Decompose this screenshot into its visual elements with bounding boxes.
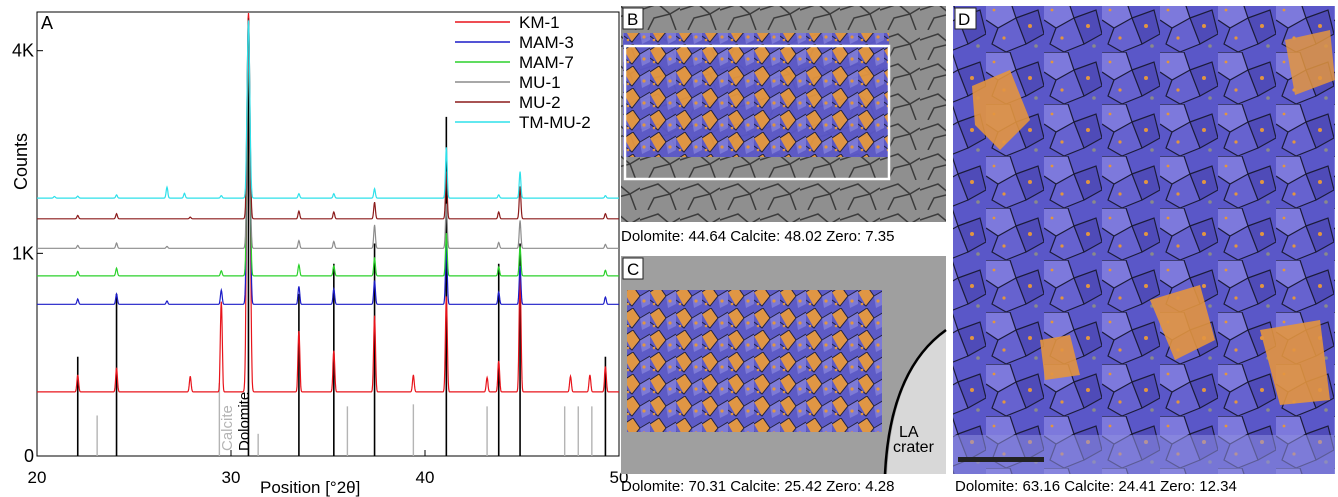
- phase-map-d: [953, 6, 1335, 474]
- x-tick-label-40: 40: [416, 468, 435, 487]
- panel-label-box-b: [622, 7, 644, 30]
- legend-label-tm-mu-2: TM-MU-2: [519, 113, 591, 132]
- legend-label-mu-1: MU-1: [519, 73, 561, 92]
- caption-c: Dolomite: 70.31 Calcite: 25.42 Zero: 4.2…: [621, 478, 895, 495]
- y-axis-ticks: 0 1K 4K: [12, 41, 43, 466]
- legend-label-mam-7: MAM-7: [519, 53, 574, 72]
- series-lines: [37, 12, 619, 393]
- calcite-grain-d-5: [1285, 30, 1335, 95]
- calcite-grain-d-2: [1150, 285, 1215, 360]
- panel-label-box-c: [622, 257, 644, 280]
- panel-label-a: A: [41, 13, 53, 33]
- caption-d: Dolomite: 63.16 Calcite: 24.41 Zero: 12.…: [955, 478, 1237, 495]
- calcite-reference-lines: [96, 382, 593, 456]
- legend-label-mu-2: MU-2: [519, 93, 561, 112]
- x-axis-label: Position [°2θ]: [260, 478, 360, 497]
- dolomite-ref-label: Dolomite: [236, 392, 253, 451]
- y-tick-label-1K: 1K: [12, 243, 34, 263]
- y-tick-label-0: 0: [24, 446, 34, 466]
- phase-map-c: [627, 290, 882, 432]
- panel-c: C LA crater Dolomite: 70.31 Calcite: 25.…: [621, 256, 947, 495]
- calcite-grain-d-4: [1040, 335, 1080, 380]
- ablation-area-outline-b: [623, 44, 891, 181]
- la-crater-label-2: crater: [893, 439, 935, 456]
- series-line-km-1: [37, 12, 619, 393]
- legend-label-mam-3: MAM-3: [519, 33, 574, 52]
- panel-d-bottom-band: [953, 435, 1335, 474]
- series-line-mu-2: [37, 18, 619, 220]
- panel-d: D Dolomite: 63.16 Calcite: 24.41 Zero: 1…: [953, 6, 1335, 495]
- x-tick-label-30: 30: [222, 468, 241, 487]
- la-crater-edge: [883, 328, 947, 475]
- calcite-grain-d-1: [972, 70, 1030, 150]
- panel-label-box-d: [954, 7, 977, 30]
- la-crater-interior: [887, 332, 946, 474]
- series-line-mu-1: [37, 48, 619, 249]
- y-tick-label-4K: 4K: [12, 41, 34, 61]
- phase-map-b: [623, 33, 889, 157]
- series-line-mam-3: [37, 23, 619, 305]
- legend-label-km-1: KM-1: [519, 13, 560, 32]
- la-crater-label-1: LA: [899, 424, 919, 441]
- scale-bar: [958, 457, 1044, 462]
- panel-b: B Dolomite: 44.64 Calcite: 48.02 Zero: 7…: [621, 6, 946, 245]
- x-tick-label-20: 20: [28, 468, 47, 487]
- panel-label-d: D: [958, 10, 970, 29]
- panel-label-b: B: [627, 10, 638, 29]
- y-axis-label: Counts: [11, 133, 31, 190]
- calcite-grain-d-3: [1260, 320, 1330, 405]
- panel-label-c: C: [627, 260, 639, 279]
- series-line-mam-7: [37, 36, 619, 277]
- series-line-tm-mu-2: [37, 20, 619, 199]
- caption-b: Dolomite: 44.64 Calcite: 48.02 Zero: 7.3…: [621, 228, 895, 245]
- calcite-ref-label: Calcite: [219, 405, 236, 451]
